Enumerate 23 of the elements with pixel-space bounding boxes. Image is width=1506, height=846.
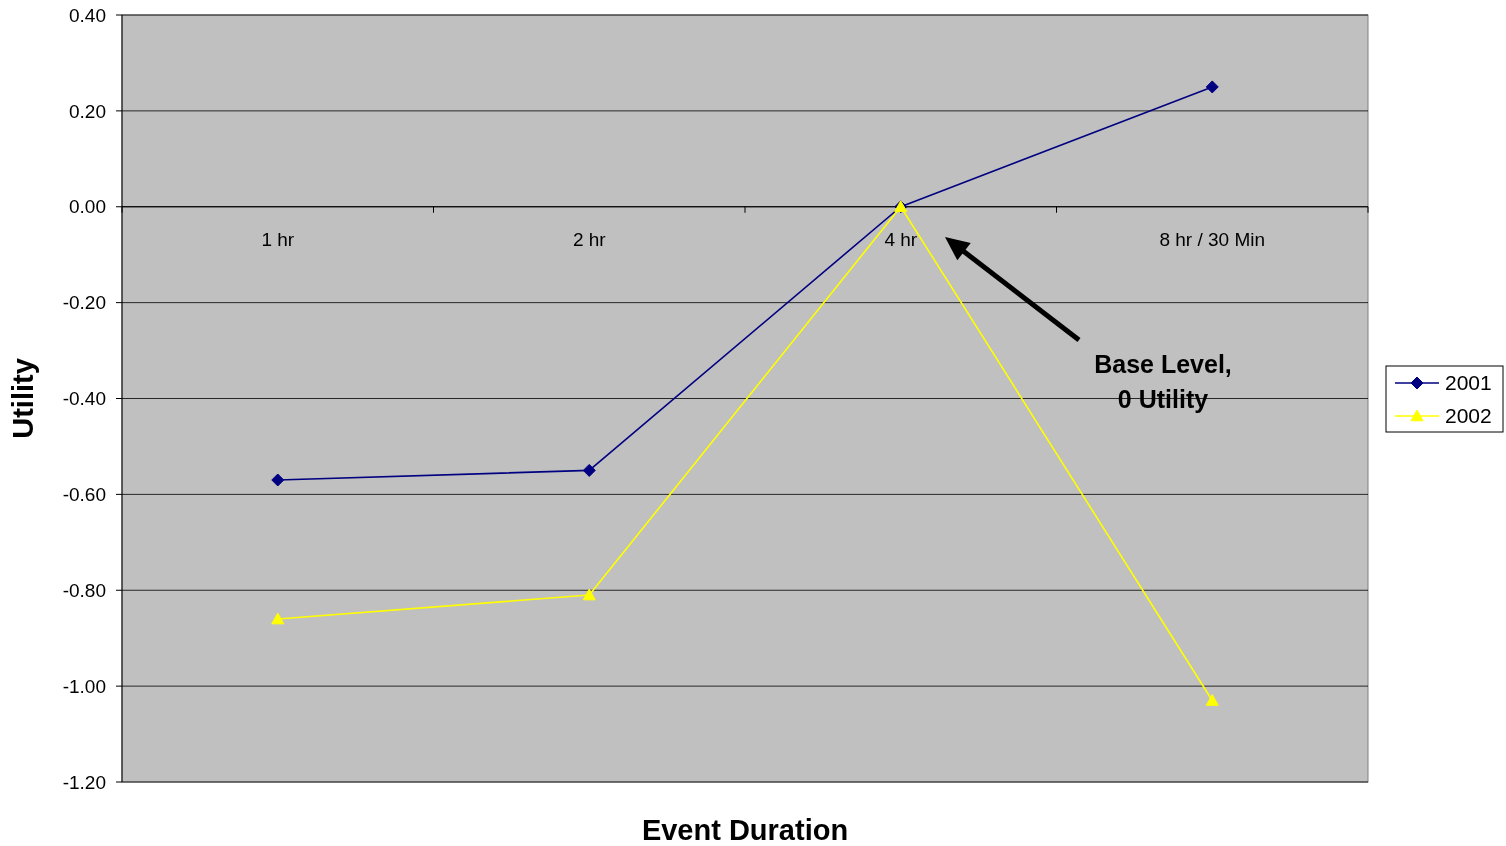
y-tick-label: 0.40 (69, 4, 106, 26)
point (582, 463, 596, 477)
point (271, 473, 285, 487)
y-tick-label: -1.00 (62, 675, 106, 697)
point (1205, 694, 1219, 706)
y-tick-label: -0.40 (62, 388, 106, 410)
y-tick-label: -0.60 (62, 484, 106, 506)
y-tick-label: 0.00 (69, 196, 106, 218)
x-tick-label: 2 hr (572, 228, 607, 250)
legend-label: 2002 (1445, 404, 1492, 428)
x-tick-label: 4 hr (884, 228, 918, 250)
x-axis-title: Event Duration (641, 814, 849, 846)
y-tick-label: -0.20 (62, 292, 106, 314)
y-tick-label: -0.80 (62, 579, 106, 601)
point (582, 588, 596, 601)
y-tick-label: 0.20 (69, 100, 106, 122)
x-tick-label: 1 hr (261, 228, 295, 250)
y-tick-label: -1.20 (62, 771, 106, 793)
point (1205, 80, 1219, 94)
point (271, 612, 285, 625)
y-axis-title: Utility (7, 358, 39, 439)
legend-label: 2001 (1445, 371, 1492, 395)
x-tick-label: 8 hr / 30 Min (1159, 228, 1266, 250)
